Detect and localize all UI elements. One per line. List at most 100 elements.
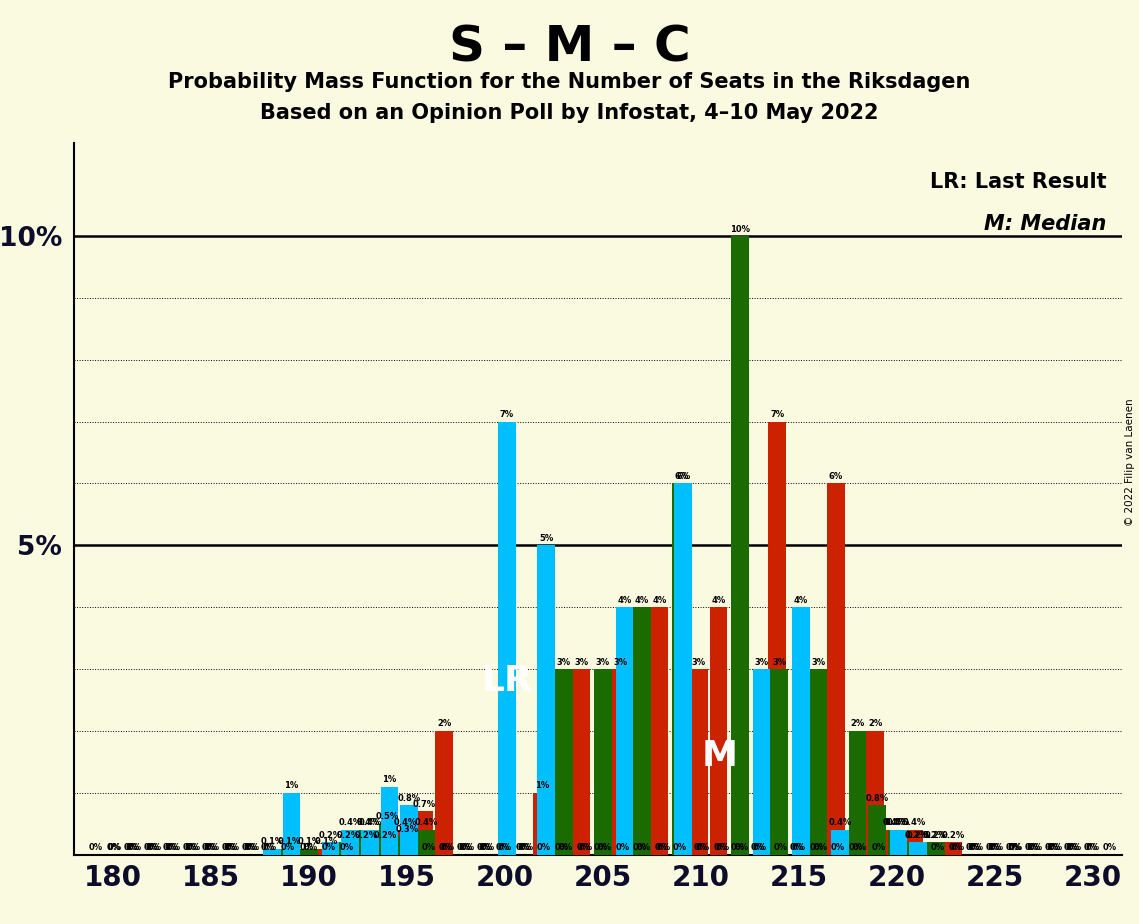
Text: 4%: 4% (794, 596, 808, 604)
Text: 0%: 0% (1044, 844, 1058, 852)
Text: 0.2%: 0.2% (923, 831, 945, 840)
Text: 4%: 4% (634, 596, 649, 604)
Text: 0%: 0% (694, 844, 707, 852)
Text: 1%: 1% (383, 775, 396, 784)
Bar (827, 483, 845, 855)
Text: 0%: 0% (637, 844, 652, 852)
Text: 0%: 0% (735, 844, 749, 852)
Bar (925, 843, 943, 855)
Bar (396, 830, 413, 855)
Text: 0.4%: 0.4% (358, 819, 382, 828)
Text: 4%: 4% (712, 596, 726, 604)
Text: 0%: 0% (538, 844, 551, 852)
Text: 0.4%: 0.4% (828, 819, 852, 828)
Text: 0.1%: 0.1% (297, 837, 321, 846)
Text: LR: LR (482, 664, 532, 699)
Text: 0%: 0% (852, 844, 867, 852)
Bar (573, 669, 590, 855)
Text: 0%: 0% (204, 844, 219, 852)
Text: 0%: 0% (128, 844, 142, 852)
Bar (595, 669, 612, 855)
Bar (868, 805, 886, 855)
Bar (378, 824, 396, 855)
Text: 0%: 0% (1029, 844, 1043, 852)
Text: 0%: 0% (146, 844, 159, 852)
Text: 0.2%: 0.2% (904, 831, 928, 840)
Text: 0%: 0% (988, 844, 1001, 852)
Text: 0%: 0% (633, 844, 647, 852)
Text: 0.5%: 0.5% (376, 812, 399, 821)
Bar (339, 843, 357, 855)
Text: 0%: 0% (495, 844, 510, 852)
Text: 0%: 0% (1026, 844, 1041, 852)
Text: 0.2%: 0.2% (319, 831, 342, 840)
Text: 0%: 0% (696, 844, 710, 852)
Text: 4%: 4% (653, 596, 666, 604)
Text: 10%: 10% (730, 225, 749, 234)
Text: 7%: 7% (500, 410, 514, 419)
Text: 0%: 0% (1068, 844, 1082, 852)
Text: 0%: 0% (1085, 844, 1099, 852)
Bar (710, 607, 727, 855)
Bar (890, 830, 908, 855)
Bar (792, 607, 810, 855)
Text: 0%: 0% (655, 844, 669, 852)
Bar (498, 421, 516, 855)
Text: 0%: 0% (830, 844, 845, 852)
Text: 0%: 0% (1064, 844, 1077, 852)
Bar (342, 830, 359, 855)
Text: 0%: 0% (476, 844, 491, 852)
Text: 0%: 0% (516, 844, 530, 852)
Bar (416, 811, 434, 855)
Text: 0.1%: 0.1% (260, 837, 284, 846)
Text: 1%: 1% (285, 782, 298, 790)
Text: 0%: 0% (263, 844, 277, 852)
Bar (357, 843, 375, 855)
Bar (263, 848, 280, 855)
Text: 0%: 0% (222, 844, 236, 852)
Text: 0.4%: 0.4% (887, 819, 910, 828)
Bar (318, 848, 336, 855)
Text: 6%: 6% (674, 472, 688, 481)
Bar (380, 786, 399, 855)
Text: 0%: 0% (576, 844, 590, 852)
Text: 0%: 0% (441, 844, 456, 852)
Text: 0.2%: 0.2% (374, 831, 398, 840)
Text: 0%: 0% (124, 844, 138, 852)
Text: 0.8%: 0.8% (398, 794, 420, 803)
Bar (867, 731, 884, 855)
Bar (322, 843, 339, 855)
Text: 0%: 0% (106, 844, 121, 852)
Text: 0%: 0% (555, 844, 568, 852)
Text: 0.4%: 0.4% (885, 819, 908, 828)
Text: 0%: 0% (593, 844, 608, 852)
Text: 0.3%: 0.3% (395, 824, 418, 833)
Text: 2%: 2% (437, 720, 451, 728)
Text: 0%: 0% (1025, 844, 1039, 852)
Text: 3%: 3% (811, 658, 826, 666)
Bar (770, 669, 788, 855)
Text: 0%: 0% (810, 844, 823, 852)
Text: 0%: 0% (789, 844, 804, 852)
Text: 0%: 0% (226, 844, 239, 852)
Text: 0.4%: 0.4% (903, 819, 926, 828)
Text: 0%: 0% (421, 844, 435, 852)
Text: 0%: 0% (1048, 844, 1063, 852)
Text: 2%: 2% (851, 720, 865, 728)
Text: 0%: 0% (241, 844, 255, 852)
Bar (674, 483, 693, 855)
Text: 0%: 0% (108, 844, 122, 852)
Bar (538, 545, 555, 855)
Text: 0%: 0% (163, 844, 177, 852)
Text: 0%: 0% (457, 844, 470, 852)
Text: 0%: 0% (656, 844, 671, 852)
Bar (909, 843, 927, 855)
Bar (615, 607, 633, 855)
Text: 0%: 0% (968, 844, 982, 852)
Text: 0%: 0% (300, 844, 314, 852)
Text: Based on an Opinion Poll by Infostat, 4–10 May 2022: Based on an Opinion Poll by Infostat, 4–… (260, 103, 879, 124)
Bar (418, 830, 435, 855)
Text: 3%: 3% (596, 658, 609, 666)
Bar (359, 830, 377, 855)
Bar (633, 607, 650, 855)
